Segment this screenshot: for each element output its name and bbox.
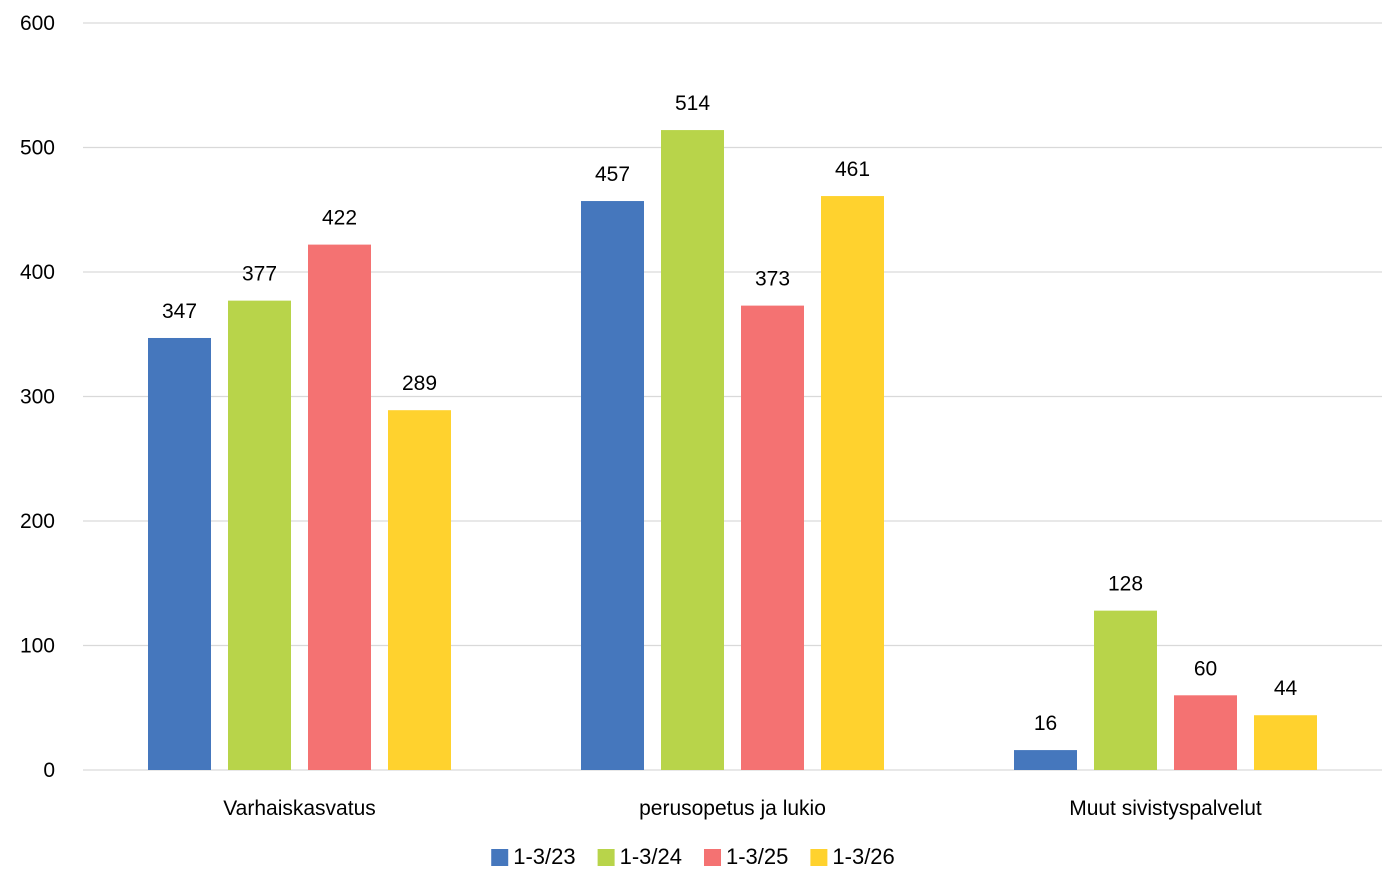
bar-1-1	[148, 337, 211, 770]
legend-label: 1-3/23	[513, 844, 575, 869]
data-label: 377	[242, 263, 277, 286]
data-label: 289	[402, 372, 437, 395]
legend: 1-3/23 1-3/24 1-3/25 1-3/26	[491, 844, 895, 869]
category-label: perusopetus ja lukio	[639, 797, 826, 820]
data-label: 16	[1034, 712, 1057, 735]
bar-1-3	[308, 244, 371, 771]
data-label: 461	[835, 158, 870, 181]
bar-3-3	[1174, 695, 1237, 770]
category-label: Muut sivistyspalvelut	[1069, 797, 1262, 820]
y-tick-label: 200	[20, 510, 55, 533]
y-tick-label: 100	[20, 635, 55, 658]
data-label: 60	[1194, 657, 1217, 680]
y-axis-tick-labels: 0 100 200 300 400 500 600	[20, 12, 55, 782]
legend-label: 1-3/24	[620, 844, 682, 869]
data-label: 347	[162, 300, 197, 323]
legend-label: 1-3/26	[832, 844, 894, 869]
data-labels: 347 377 422 289 457 514 373 461 16 128 60 44	[162, 92, 1298, 735]
y-tick-label: 500	[20, 137, 55, 160]
data-label: 373	[755, 268, 790, 291]
data-label: 128	[1108, 573, 1143, 596]
y-tick-label: 300	[20, 386, 55, 409]
bar-3-4	[1254, 715, 1317, 770]
bar-1-2	[228, 300, 291, 770]
category-labels: Varhaiskasvatus perusopetus ja lukio Muut …	[223, 797, 1262, 820]
bar-2-3	[741, 305, 804, 770]
legend-swatch	[704, 849, 721, 866]
bar-3-1	[1014, 750, 1077, 770]
bar-3-2	[1094, 610, 1157, 770]
gridlines	[83, 22, 1382, 771]
data-label: 514	[675, 92, 710, 115]
bar-2-4	[821, 196, 884, 770]
legend-label: 1-3/25	[726, 844, 788, 869]
category-label: Varhaiskasvatus	[223, 797, 376, 820]
bar-2-1	[581, 201, 644, 770]
y-tick-label: 400	[20, 261, 55, 284]
bar-1-4	[388, 410, 451, 770]
data-label: 422	[322, 207, 357, 230]
legend-swatch	[491, 849, 509, 866]
legend-swatch	[810, 849, 828, 866]
data-label: 44	[1274, 677, 1298, 700]
bars	[148, 130, 1317, 771]
y-tick-label: 600	[20, 12, 55, 35]
legend-swatch	[597, 849, 615, 866]
y-tick-label: 0	[43, 759, 55, 782]
data-label: 457	[595, 163, 630, 186]
bar-2-2	[661, 130, 724, 770]
